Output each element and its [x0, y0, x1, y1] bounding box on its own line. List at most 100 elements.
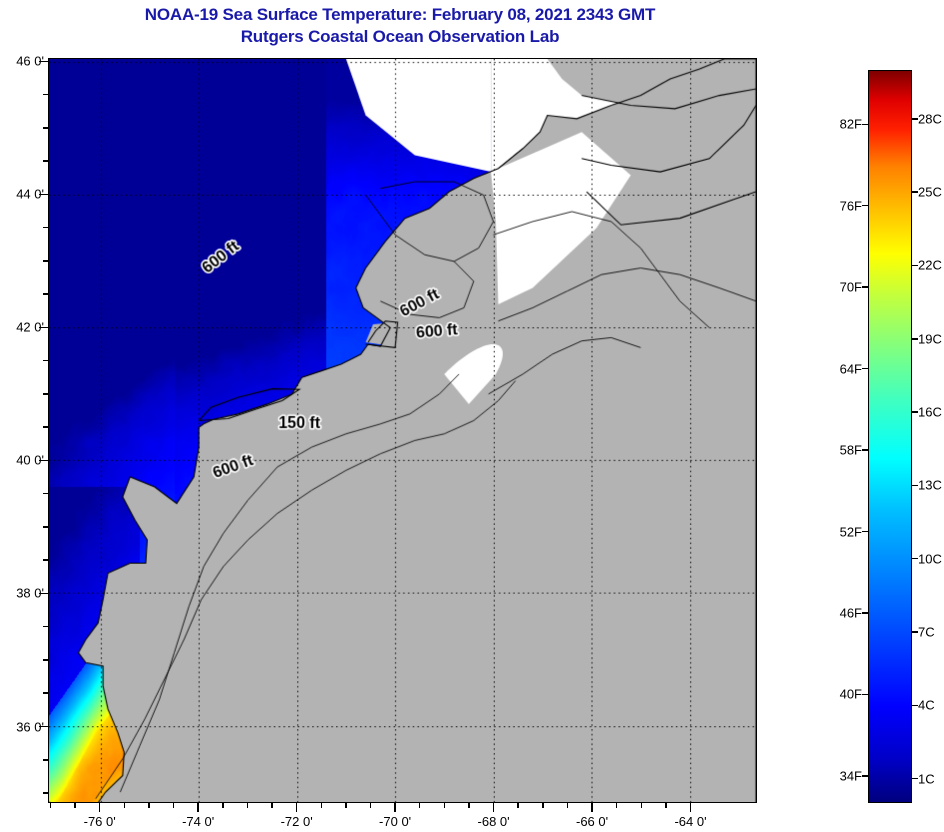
x-axis-tick-minor	[542, 803, 544, 808]
x-axis-label: -76 0'	[83, 814, 116, 829]
y-axis-tick-minor	[43, 226, 48, 229]
x-axis-tick-major	[98, 803, 101, 812]
colorbar-label-fahrenheit: 76F	[839, 198, 862, 214]
y-axis-tick-minor	[43, 625, 48, 628]
y-axis-tick-minor	[43, 559, 48, 561]
colorbar-tick-fahrenheit	[862, 449, 868, 451]
y-axis-tick-minor	[43, 526, 48, 528]
x-axis-tick-minor	[148, 803, 150, 808]
x-axis-tick-minor	[468, 803, 470, 808]
y-axis-tick-minor	[43, 359, 48, 362]
colorbar-tick-fahrenheit	[862, 530, 868, 533]
x-axis-tick-minor	[74, 803, 76, 808]
colorbar-label-celsius: 16C	[918, 404, 942, 420]
map-plot-area[interactable]	[48, 58, 757, 803]
colorbar-label-celsius: 4C	[918, 697, 935, 713]
x-axis-label: -70 0'	[379, 814, 412, 829]
colorbar-tick-celsius	[912, 118, 918, 120]
x-axis-tick-minor	[665, 803, 667, 808]
x-axis-label: -72 0'	[280, 814, 313, 829]
x-axis-tick-minor	[271, 803, 273, 808]
page-subtitle: Rutgers Coastal Ocean Observation Lab	[240, 27, 560, 46]
y-axis-tick-major	[39, 326, 48, 329]
colorbar-label-celsius: 22C	[918, 257, 942, 273]
colorbar-label-fahrenheit: 70F	[839, 279, 862, 295]
y-axis-tick-major	[39, 193, 48, 196]
colorbar-label-celsius: 25C	[918, 184, 942, 200]
y-axis-tick-minor	[43, 293, 48, 295]
y-axis-tick-minor	[43, 492, 48, 495]
colorbar-tick-celsius	[912, 704, 918, 707]
y-axis-tick-minor	[43, 160, 48, 162]
colorbar-label-celsius: 7C	[918, 624, 935, 640]
y-axis-label: 42 0'	[16, 319, 44, 335]
colorbar-tick-fahrenheit	[862, 367, 868, 370]
colorbar-tick-fahrenheit	[862, 775, 868, 777]
x-axis-tick-minor	[345, 803, 347, 808]
colorbar-label-fahrenheit: 64F	[839, 361, 862, 377]
y-axis-tick-major	[39, 459, 48, 462]
y-axis-tick-major	[39, 592, 48, 595]
colorbar-tick-celsius	[912, 557, 918, 560]
x-axis-tick-minor	[566, 803, 569, 808]
y-axis-tick-minor	[43, 692, 48, 694]
colorbar-label-celsius: 10C	[918, 551, 942, 567]
x-axis-tick-minor	[246, 803, 249, 808]
x-axis-tick-major	[689, 803, 692, 812]
x-axis-tick-minor	[123, 803, 126, 808]
x-axis-tick-minor	[49, 803, 52, 808]
x-axis-label: -68 0'	[477, 814, 510, 829]
x-axis-tick-major	[492, 803, 495, 812]
colorbar-tick-fahrenheit	[862, 123, 868, 126]
x-axis-tick-major	[197, 803, 199, 812]
y-axis-tick-minor	[43, 393, 48, 395]
colorbar-label-fahrenheit: 52F	[839, 524, 862, 540]
x-axis-tick-minor	[369, 803, 372, 808]
colorbar-tick-celsius	[912, 777, 918, 780]
colorbar-tick-fahrenheit	[862, 286, 868, 288]
colorbar-tick-fahrenheit	[862, 612, 868, 614]
x-axis-label: -74 0'	[182, 814, 215, 829]
page-title: NOAA-19 Sea Surface Temperature: Februar…	[144, 5, 656, 24]
y-axis-tick-minor	[43, 659, 48, 661]
x-axis-tick-minor	[418, 803, 421, 808]
colorbar[interactable]: 28C 25C 22C 19C 16C 13C 10C 7C 4C 1C 82F 76F 70F 64F 5…	[840, 70, 942, 803]
colorbar-tick-celsius	[912, 338, 918, 340]
colorbar-tick-celsius	[912, 631, 918, 633]
y-axis-tick-major	[39, 725, 48, 728]
colorbar-tick-fahrenheit	[862, 204, 868, 207]
x-axis-label: -66 0'	[575, 814, 609, 829]
colorbar-label-celsius: 1C	[918, 771, 935, 787]
colorbar-label-celsius: 19C	[918, 331, 942, 347]
x-axis-tick-major	[394, 803, 396, 812]
colorbar-tick-celsius	[912, 264, 918, 267]
y-axis-label: 46 0'	[16, 53, 44, 69]
y-axis-tick-minor	[43, 426, 48, 428]
colorbar-tick-celsius	[912, 484, 918, 487]
y-axis-tick-minor	[43, 127, 48, 129]
colorbar-tick-celsius	[912, 411, 918, 413]
colorbar-gradient	[868, 70, 912, 803]
x-axis-tick-major	[591, 803, 593, 812]
colorbar-tick-celsius	[912, 191, 918, 193]
y-axis-label: 36 0'	[16, 719, 44, 734]
sst-map-canvas[interactable]	[49, 59, 756, 802]
colorbar-label-fahrenheit: 34F	[839, 768, 862, 784]
x-axis-tick-minor	[615, 803, 618, 808]
y-axis-tick-minor	[43, 792, 48, 794]
y-axis-tick-minor	[43, 93, 48, 96]
colorbar-label-fahrenheit: 46F	[839, 605, 862, 621]
colorbar-label-fahrenheit: 82F	[839, 116, 862, 132]
y-axis-label: 40 0'	[16, 452, 44, 468]
x-axis-tick-minor	[517, 803, 519, 808]
x-axis-tick-minor	[640, 803, 643, 808]
x-axis-tick-minor	[222, 803, 224, 808]
x-axis-tick-minor	[443, 803, 446, 808]
colorbar-label-celsius: 13C	[918, 477, 942, 493]
colorbar-label-fahrenheit: 58F	[839, 442, 862, 458]
y-axis-tick-major	[39, 60, 48, 63]
x-axis-label: -64 0'	[674, 814, 707, 829]
x-axis-tick-minor	[320, 803, 322, 808]
colorbar-label-fahrenheit: 40F	[839, 686, 862, 702]
colorbar-label-celsius: 28C	[918, 111, 942, 127]
